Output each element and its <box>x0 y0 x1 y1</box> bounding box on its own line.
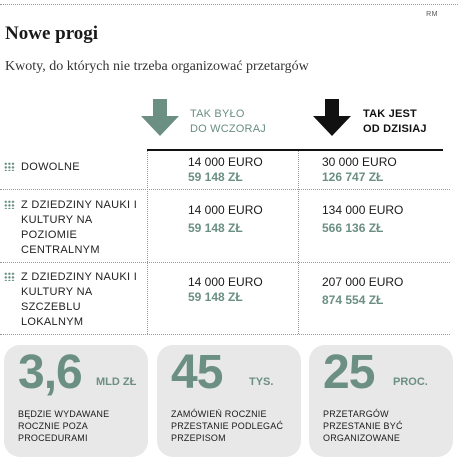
column-header-now: Tak jest od dzisiaj <box>363 107 427 137</box>
value-eur: 14 000 EURO <box>188 275 263 289</box>
row-label-text: Z dziedziny nauki i kultury na szczeblu … <box>21 271 138 328</box>
value-pln: 59 148 ZŁ <box>188 170 243 184</box>
header-rule <box>147 149 443 151</box>
table-cell-now: 207 000 EURO 874 554 ZŁ <box>322 275 403 308</box>
stat-unit: mld zł <box>96 376 137 388</box>
column-separator <box>298 151 299 334</box>
table-row-label: Z dziedziny nauki i kultury na poziomie … <box>4 198 144 258</box>
column-separator <box>147 151 148 334</box>
table-cell-now: 30 000 EURO 126 747 ZŁ <box>322 155 397 185</box>
row-separator <box>0 262 450 263</box>
stat-description: Przetargów przestanie być organizowane <box>323 409 403 443</box>
stat-card-tenders: 25 proc. Przetargów przestanie być organ… <box>309 345 453 457</box>
column-header-was-line1: Tak było <box>190 108 245 120</box>
stat-description: Będzie wydawane rocznie poza procedurami <box>18 409 110 443</box>
column-header-was-line2: do wczoraj <box>190 123 266 135</box>
stat-value: 25 <box>323 346 375 399</box>
row-label-text: Dowolne <box>21 161 80 173</box>
column-header-was: Tak było do wczoraj <box>190 107 266 137</box>
value-eur: 134 000 EURO <box>322 203 404 217</box>
stat-card-budget: 3,6 mld zł Będzie wydawane rocznie poza … <box>4 345 148 457</box>
dots-icon <box>4 272 15 281</box>
row-separator <box>0 334 450 335</box>
arrow-down-black-icon <box>313 99 351 136</box>
credit: RM <box>426 11 438 18</box>
dots-icon <box>4 200 15 209</box>
value-eur: 14 000 EURO <box>188 203 263 217</box>
stat-unit: tys. <box>249 376 274 388</box>
value-pln: 126 747 ZŁ <box>322 170 384 184</box>
table-row-label: Z dziedziny nauki i kultury na szczeblu … <box>4 270 144 330</box>
stat-unit: proc. <box>393 376 428 388</box>
table-cell-was: 14 000 EURO 59 148 ZŁ <box>188 275 263 305</box>
column-header-now-line2: od dzisiaj <box>363 123 427 135</box>
value-eur: 207 000 EURO <box>322 275 404 289</box>
arrow-down-green-icon <box>141 99 179 136</box>
page-subtitle: Kwoty, do których nie trzeba organizować… <box>5 59 309 74</box>
row-label-text: Z dziedziny nauki i kultury na poziomie … <box>21 199 138 256</box>
table-cell-was: 14 000 EURO 59 148 ZŁ <box>188 155 263 185</box>
top-rule <box>0 4 458 5</box>
stat-value: 3,6 <box>18 346 83 399</box>
column-header-now-line1: Tak jest <box>363 108 417 120</box>
dots-icon <box>4 162 15 171</box>
value-pln: 59 148 ZŁ <box>188 221 243 235</box>
value-pln: 566 136 ZŁ <box>322 221 384 235</box>
row-separator <box>0 189 450 190</box>
value-pln: 59 148 ZŁ <box>188 290 243 304</box>
value-eur: 14 000 EURO <box>188 155 263 169</box>
table-row-label: Dowolne <box>4 160 144 175</box>
stat-card-orders: 45 tys. Zamówień rocznie przestanie podl… <box>157 345 301 457</box>
table-cell-now: 134 000 EURO 566 136 ZŁ <box>322 203 403 236</box>
value-pln: 874 554 ZŁ <box>322 293 384 307</box>
table-cell-was: 14 000 EURO 59 148 ZŁ <box>188 203 263 236</box>
value-eur: 30 000 EURO <box>322 155 397 169</box>
stat-value: 45 <box>171 346 223 399</box>
page-title: Nowe progi <box>5 23 99 44</box>
stat-description: Zamówień rocznie przestanie podlegać prz… <box>171 409 284 443</box>
